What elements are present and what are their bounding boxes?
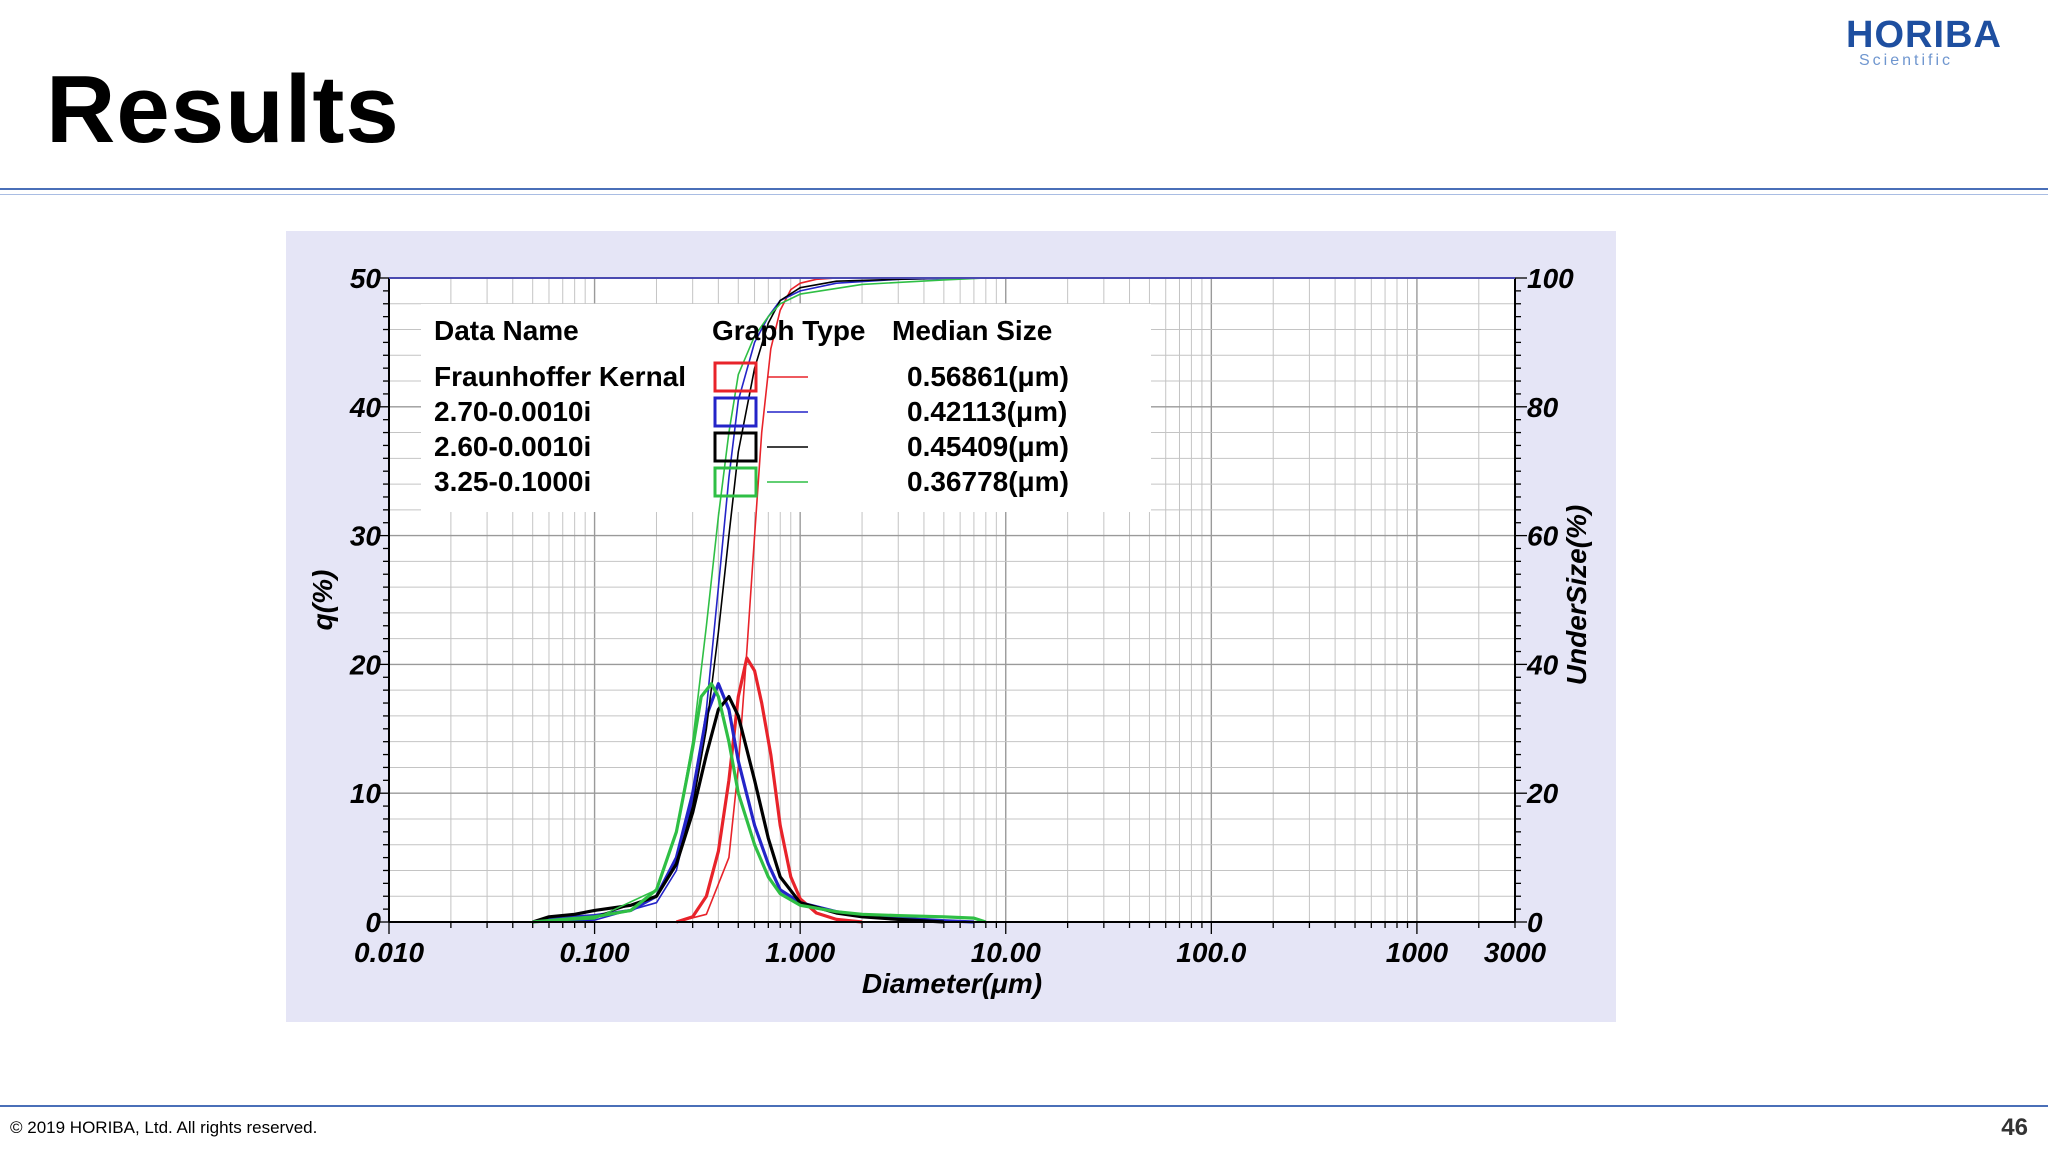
legend-median-size: 0.45409(μm) <box>907 431 1069 462</box>
header-divider-thin <box>0 194 2048 195</box>
chart-series <box>532 277 1515 924</box>
particle-size-chart: 0.010 0.100 1.000 10.00 100.0 1000 30000102030… <box>307 263 1592 999</box>
undersize-line-4 <box>532 277 1515 923</box>
y-left-tick-label: 50 <box>350 263 382 294</box>
y-right-tick-label: 100 <box>1527 263 1574 294</box>
legend-series-name: 3.25-0.1000i <box>434 466 591 497</box>
legend-series-name: 2.60-0.0010i <box>434 431 591 462</box>
x-tick-label: 100.0 <box>1176 937 1246 968</box>
legend-median-size: 0.36778(μm) <box>907 466 1069 497</box>
x-axis-title: Diameter(μm) <box>862 968 1042 999</box>
legend-box <box>421 304 1151 512</box>
legend-swatch <box>713 396 758 428</box>
legend-header: Median Size <box>892 315 1052 346</box>
legend-header: Data Name <box>434 315 579 346</box>
x-tick-label: 0.100 <box>560 937 630 968</box>
y-left-tick-label: 30 <box>350 521 382 552</box>
legend-median-size: 0.42113(μm) <box>907 396 1067 427</box>
footer-copyright: © 2019 HORIBA, Ltd. All rights reserved. <box>10 1118 318 1137</box>
legend-background <box>421 304 1151 512</box>
logo-subtitle: Scientific <box>1859 52 1954 69</box>
undersize-line-2 <box>532 277 1515 923</box>
x-tick-label: 1.000 <box>765 937 835 968</box>
legend-median-size: 0.56861(μm) <box>907 361 1069 392</box>
x-tick-label: 1000 <box>1386 937 1449 968</box>
x-tick-label: 10.00 <box>971 937 1041 968</box>
y-right-tick-label: 60 <box>1527 521 1559 552</box>
y-left-tick-label: 20 <box>349 649 382 680</box>
footer-divider <box>0 1105 2048 1107</box>
y-right-tick-label: 0 <box>1527 907 1543 938</box>
legend-swatch <box>713 466 758 498</box>
y-right-tick-label: 20 <box>1526 778 1559 809</box>
x-tick-label: 3000 <box>1484 937 1547 968</box>
y-left-tick-label: 10 <box>350 778 382 809</box>
y-left-tick-label: 0 <box>365 907 381 938</box>
y-left-tick-label: 40 <box>349 392 382 423</box>
legend-series-name: 2.70-0.0010i <box>434 396 591 427</box>
chart-legend: Data Name Graph Type Median Size Fraunhoffe… <box>434 315 1069 498</box>
page-title: Results <box>46 56 400 163</box>
chart-axes: 0.010 0.100 1.000 10.00 100.0 1000 30000102030… <box>349 263 1574 968</box>
legend-series-name: Fraunhoffer Kernal <box>434 361 686 392</box>
horiba-logo: HORIBA Scientific <box>1846 16 2032 72</box>
undersize-line-3 <box>532 277 1515 923</box>
logo-wordmark: HORIBA <box>1846 14 2002 56</box>
y-right-tick-label: 80 <box>1527 392 1559 423</box>
undersize-line-1 <box>676 277 1515 923</box>
legend-swatch <box>713 361 758 393</box>
header-divider <box>0 188 2048 190</box>
page-number: 46 <box>2001 1114 2028 1141</box>
legend-header: Graph Type <box>712 315 866 346</box>
y-left-axis-title: q(%) <box>307 570 338 631</box>
chart-panel: 0.010 0.100 1.000 10.00 100.0 1000 3000 0 10 20 30… <box>286 231 1616 1022</box>
legend-swatch <box>713 431 758 463</box>
frequency-line-4 <box>532 682 987 924</box>
y-right-axis-title: UnderSize(%) <box>1561 505 1592 685</box>
y-right-tick-label: 40 <box>1526 649 1559 680</box>
x-tick-label: 0.010 <box>354 937 424 968</box>
